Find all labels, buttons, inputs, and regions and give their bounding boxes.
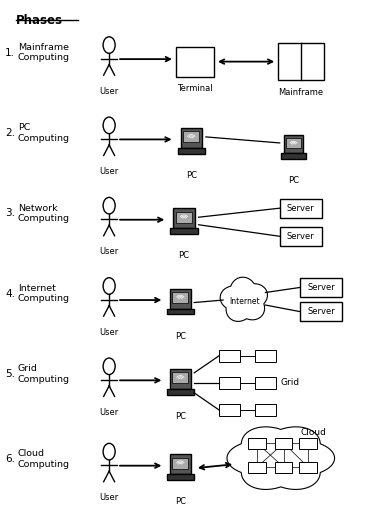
FancyBboxPatch shape [176,212,192,222]
Text: Server: Server [287,232,315,241]
FancyBboxPatch shape [281,153,306,159]
Circle shape [103,358,115,375]
FancyBboxPatch shape [219,404,240,416]
Text: User: User [99,408,119,417]
FancyBboxPatch shape [167,389,194,395]
FancyBboxPatch shape [248,462,266,473]
FancyBboxPatch shape [255,350,276,362]
FancyBboxPatch shape [173,292,188,303]
Circle shape [103,117,115,134]
Text: 1.: 1. [5,47,15,58]
Text: Internet
Computing: Internet Computing [18,284,70,303]
Text: Cloud
Computing: Cloud Computing [18,449,70,469]
Text: PC: PC [288,176,299,185]
FancyBboxPatch shape [173,458,188,469]
Text: Terminal: Terminal [177,84,213,93]
Text: User: User [99,167,119,176]
Text: User: User [99,87,119,96]
FancyBboxPatch shape [280,199,322,218]
FancyBboxPatch shape [275,438,293,448]
FancyBboxPatch shape [167,308,194,315]
Text: Mainframe
Computing: Mainframe Computing [18,43,70,62]
FancyBboxPatch shape [183,131,199,143]
FancyBboxPatch shape [178,148,205,154]
Text: Server: Server [307,283,335,292]
Text: Grid: Grid [280,378,300,387]
Text: Grid
Computing: Grid Computing [18,364,70,383]
Text: Internet: Internet [229,297,259,306]
Text: User: User [99,493,119,502]
Text: Phases: Phases [16,14,63,27]
Text: Server: Server [287,204,315,213]
FancyBboxPatch shape [170,454,191,474]
FancyBboxPatch shape [275,462,293,473]
FancyBboxPatch shape [219,377,240,389]
FancyBboxPatch shape [284,135,303,153]
Polygon shape [220,277,268,321]
FancyBboxPatch shape [170,369,191,389]
Text: User: User [99,247,119,257]
Text: PC: PC [175,412,186,421]
Text: Server: Server [307,307,335,316]
Text: Mainframe: Mainframe [278,88,323,97]
Text: 2.: 2. [5,128,15,138]
FancyBboxPatch shape [170,228,198,234]
Text: Cloud: Cloud [301,428,327,437]
FancyBboxPatch shape [300,438,317,448]
FancyBboxPatch shape [300,302,342,321]
FancyBboxPatch shape [173,208,195,228]
Text: 3.: 3. [5,208,15,218]
Circle shape [103,443,115,460]
FancyBboxPatch shape [255,377,276,389]
FancyBboxPatch shape [176,46,214,77]
Text: PC: PC [178,251,190,260]
Text: PC: PC [175,497,186,506]
FancyBboxPatch shape [170,289,191,308]
Text: PC: PC [186,171,197,180]
Circle shape [103,278,115,294]
Text: 5.: 5. [5,369,15,379]
Text: PC: PC [175,332,186,341]
Text: 6.: 6. [5,454,15,464]
FancyBboxPatch shape [255,404,276,416]
FancyBboxPatch shape [173,372,188,383]
Text: 4.: 4. [5,289,15,298]
Circle shape [103,37,115,53]
FancyBboxPatch shape [248,438,266,448]
Text: User: User [99,328,119,336]
FancyBboxPatch shape [300,462,317,473]
FancyBboxPatch shape [278,43,324,80]
Text: Network
Computing: Network Computing [18,204,70,223]
FancyBboxPatch shape [181,128,202,148]
FancyBboxPatch shape [300,278,342,297]
FancyBboxPatch shape [167,474,194,480]
FancyBboxPatch shape [280,227,322,246]
Circle shape [103,197,115,214]
Polygon shape [227,427,335,490]
Text: PC
Computing: PC Computing [18,123,70,143]
FancyBboxPatch shape [219,350,240,362]
FancyBboxPatch shape [286,138,301,148]
